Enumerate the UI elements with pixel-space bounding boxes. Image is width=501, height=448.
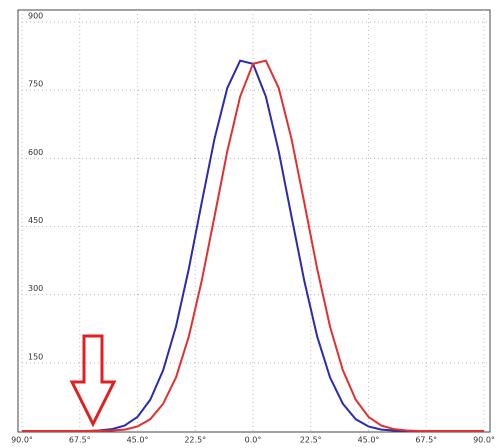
x-tick-label: 45.0°	[358, 436, 380, 445]
x-tick-label: 67.5°	[69, 436, 91, 445]
x-tick-label: 90.0°	[11, 436, 33, 445]
plot-frame	[17, 9, 491, 433]
x-tick-label: 22.5°	[184, 436, 206, 445]
series-line	[22, 59, 484, 432]
x-tick-label: 45.0°	[127, 436, 149, 445]
y-tick-label: 600	[28, 148, 43, 157]
x-tick-label: 90.0°	[473, 436, 495, 445]
arrow-annotation	[69, 334, 117, 428]
x-tick-label: 67.5°	[415, 436, 437, 445]
y-tick-label: 150	[28, 352, 43, 361]
y-tick-label: 750	[28, 80, 43, 89]
y-tick-label: 300	[28, 284, 43, 293]
y-tick-label: 450	[28, 216, 43, 225]
plot-layer: 150 300 450 600 750 900 90.0° 67.5° 45.0° 22.5° 0.…	[11, 10, 495, 445]
x-tick-label: 22.5°	[300, 436, 322, 445]
y-tick-label: 900	[28, 12, 43, 21]
x-tick-label: 0.0°	[245, 436, 262, 445]
